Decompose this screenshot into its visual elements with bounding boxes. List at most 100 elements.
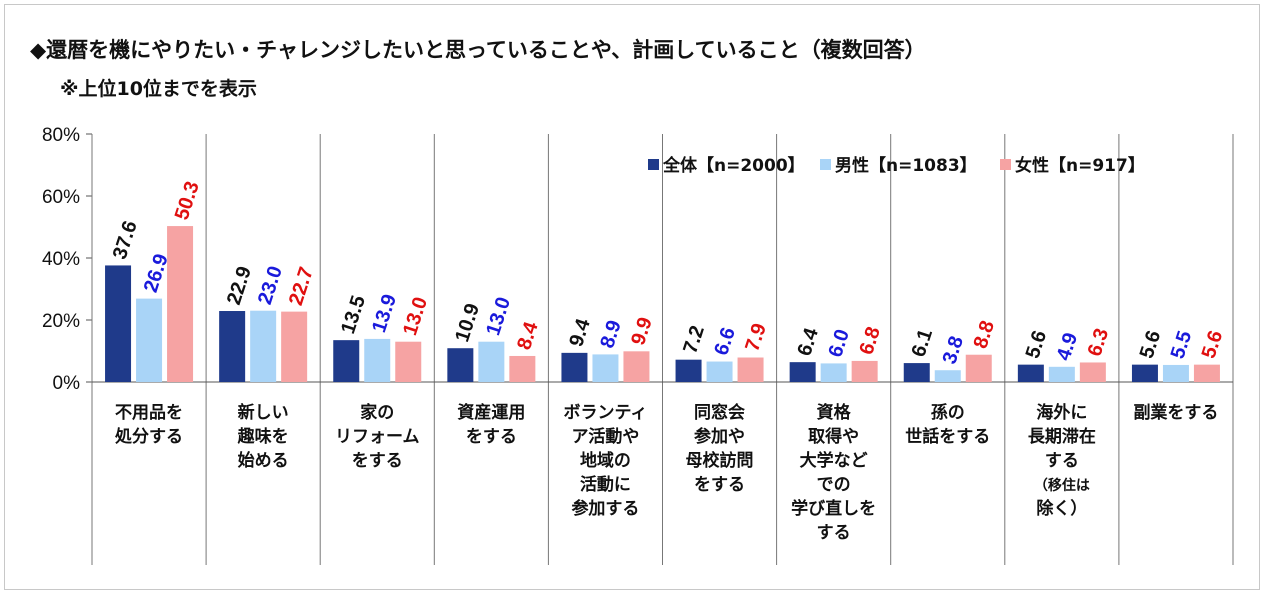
bar [903,363,930,382]
data-label: 22.7 [285,264,318,308]
data-label: 22.9 [223,264,256,308]
category-label: をする [352,451,403,471]
bar [675,359,702,382]
bar [509,355,536,382]
chart-frame [4,4,1260,590]
bar [364,338,391,382]
legend-swatch [1000,159,1011,170]
bar [592,354,619,382]
data-label: 10.9 [451,301,484,345]
bar [136,298,163,382]
category-label: 参加や [694,426,745,447]
y-tick-label: 20% [42,311,80,332]
category-label: ボランティ [563,403,647,423]
bar [219,311,246,382]
data-label: 13.5 [337,293,370,337]
category-label: 世話をする [905,426,990,447]
data-label: 8.9 [596,318,626,351]
category-label: 孫の [931,402,965,423]
category-label: する [1045,451,1079,471]
category-label: 除く） [1036,498,1087,519]
data-label: 37.6 [109,218,142,262]
data-label: 13.9 [368,292,401,336]
category-label: をする [694,475,745,495]
legend-label: 全体【n=2000】 [662,155,805,176]
data-label: 5.5 [1167,328,1197,361]
bar [623,351,650,382]
category-label: 活動に [580,474,631,495]
bar [561,352,588,382]
data-label: 6.0 [824,327,854,360]
category-label: 新しい [238,402,289,423]
bar [1048,366,1075,382]
category-label: （移住は [1034,477,1090,494]
category-label: 長期滞在 [1028,426,1096,447]
bar [105,265,132,382]
bar [333,340,360,382]
bar [1193,364,1220,382]
legend-swatch [648,159,659,170]
category-label: する [817,523,851,543]
y-tick-label: 0% [53,373,81,394]
bar [250,310,277,382]
data-label: 3.8 [939,334,969,367]
data-label: 5.6 [1198,328,1228,361]
data-label: 13.0 [399,294,432,338]
bar [965,354,992,382]
category-label: 母校訪問 [686,450,754,471]
bar [281,311,308,382]
data-label: 7.2 [679,323,709,356]
category-label: 不用品を [115,403,183,423]
bar [851,360,878,382]
data-label: 5.6 [1022,328,1052,361]
category-label: 取得や [808,426,859,447]
category-label: 参加する [571,498,639,519]
data-label: 8.4 [513,318,543,352]
category-label: ア活動や [571,426,639,447]
category-label: 資産運用 [457,402,525,423]
category-label: をする [466,427,517,447]
data-label: 6.8 [855,324,885,357]
data-label: 6.6 [710,325,740,358]
bar [789,362,816,382]
category-label: での [817,475,851,495]
data-label: 6.1 [908,326,938,359]
category-label: 学び直しを [791,498,876,519]
category-label: 海外に [1036,402,1087,423]
data-label: 9.9 [627,315,657,348]
data-label: 13.0 [482,294,515,338]
data-label: 50.3 [171,179,204,223]
y-tick-label: 80% [42,125,80,146]
data-label: 7.9 [741,321,771,354]
bar [478,341,505,382]
data-label: 8.8 [970,318,1000,351]
bar [1079,362,1106,382]
data-label: 9.4 [565,315,595,349]
bar [737,357,764,382]
bar [447,348,474,382]
bar [395,341,422,382]
category-label: 資格 [817,402,852,423]
category-label: 副業をする [1133,402,1218,423]
chart-title: ◆還暦を機にやりたい・チャレンジしたいと思っていることや、計画していること（複数… [30,38,926,62]
legend-swatch [820,159,831,170]
y-tick-label: 40% [42,249,80,270]
data-label: 4.9 [1053,330,1083,363]
bar [934,370,961,382]
chart-subtitle: ※上位10位までを表示 [60,78,257,100]
category-label: 家の [360,402,394,423]
data-label: 6.4 [793,325,823,359]
category-label: 趣味を [237,426,289,447]
bar [1162,364,1189,382]
category-label: 処分する [114,427,183,447]
bar [706,361,733,382]
legend-label: 男性【n=1083】 [835,155,977,176]
category-label: リフォーム [335,427,420,447]
y-tick-label: 60% [42,187,80,208]
category-label: 同窓会 [694,402,745,423]
legend-label: 女性【n=917】 [1015,155,1145,176]
category-label: 地域の [580,450,631,471]
data-label: 6.3 [1084,326,1114,359]
category-label: 始める [238,450,289,471]
